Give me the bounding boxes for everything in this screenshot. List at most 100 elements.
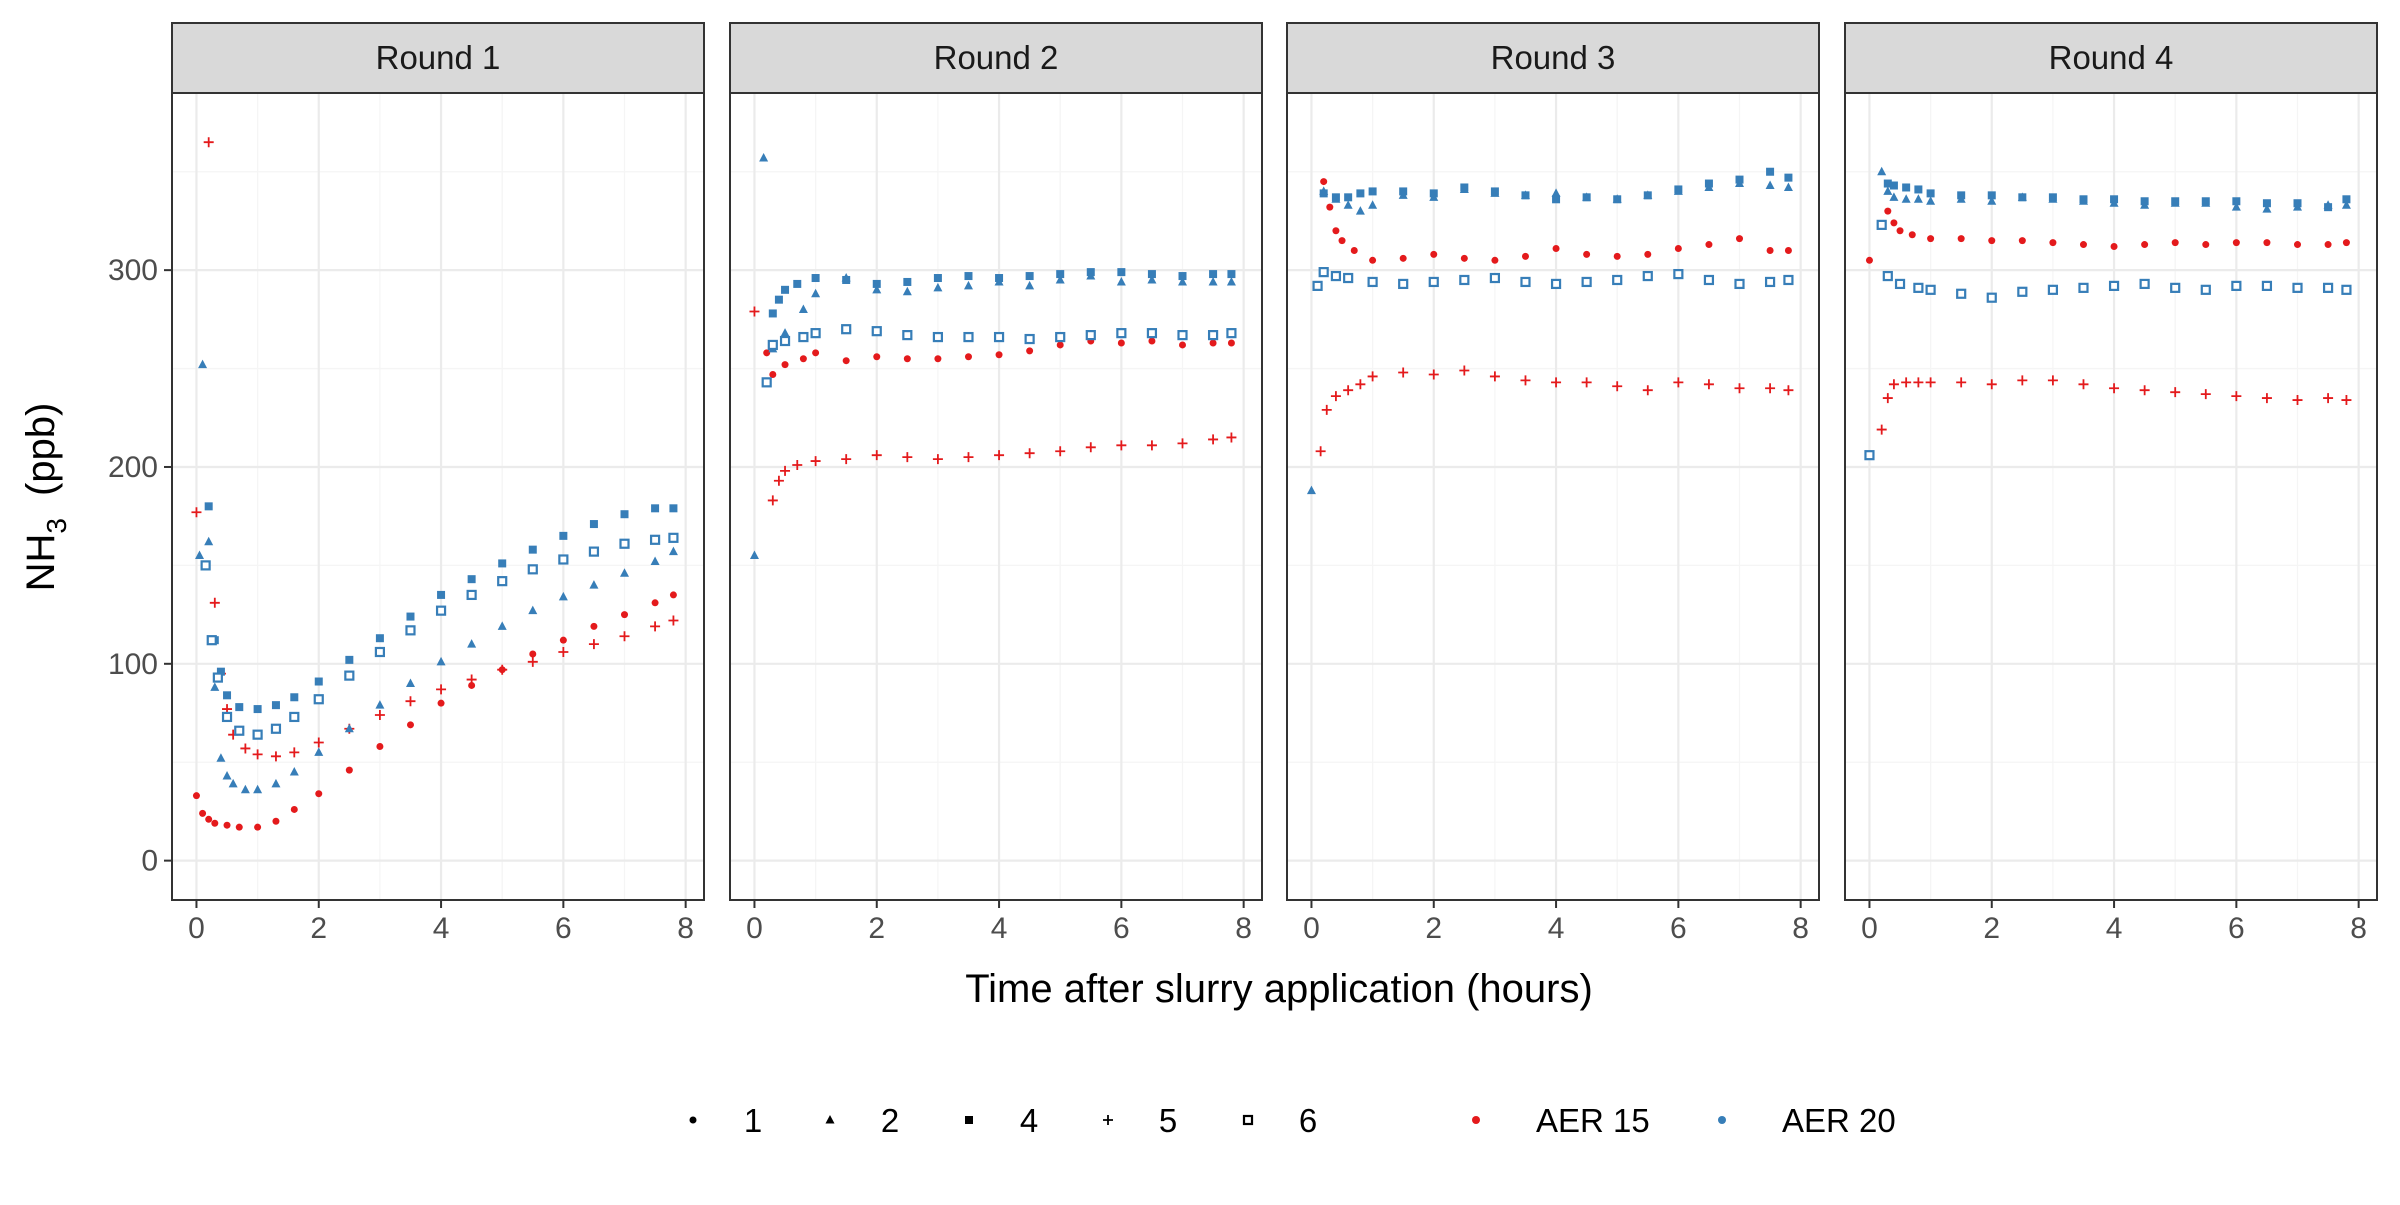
data-point [780,465,791,476]
data-point [1988,237,1996,245]
data-point [2047,284,2059,295]
data-point [2324,241,2332,249]
data-point [252,729,263,740]
legend-key-shape-5 [1103,1115,1113,1125]
legend-item-aer-20: AER 20 [1718,1102,1896,1139]
data-point [240,743,251,754]
x-tick-label: 2 [1983,912,2000,945]
legend-label: 5 [1159,1102,1177,1139]
data-point [1902,183,1911,192]
legend-label: 2 [881,1102,899,1139]
data-point [761,377,772,388]
data-point [841,454,852,465]
data-point [234,725,245,736]
data-point [774,295,783,304]
data-point [668,546,678,556]
data-point [2341,284,2352,295]
data-point [252,749,263,760]
data-point [1925,377,1936,388]
data-point [1890,219,1898,227]
data-point [375,700,385,709]
data-point [934,355,942,363]
x-tick-label: 0 [746,912,763,945]
data-point [2342,239,2350,247]
data-point [559,636,567,644]
data-point [1956,377,1967,388]
data-point [1876,424,1887,435]
data-point [2231,391,2242,402]
data-point [2294,241,2302,249]
data-point [1460,254,1468,262]
x-tick-label: 4 [2106,912,2123,945]
data-point [1178,276,1188,286]
data-point [2141,241,2149,249]
data-point [559,531,568,540]
data-point [497,576,508,587]
y-axis-title-subscript: 3 [41,518,72,534]
data-point [1085,330,1096,341]
data-point [1987,191,1996,200]
data-point [1331,193,1340,202]
series-aer-20-shape-4 [1319,167,1793,204]
data-point [270,751,281,762]
data-point [903,277,912,286]
data-point [270,723,282,734]
data-point [1460,183,1469,192]
data-point [1987,196,1997,205]
data-point [376,742,384,750]
data-point [2342,195,2351,204]
series-aer-15-shape-5 [1876,375,2352,435]
data-point [1986,292,1997,303]
data-point [198,359,208,369]
data-point [1343,272,1354,284]
x-tick-label: 4 [433,912,450,945]
data-point [437,590,446,599]
data-point [1026,347,1034,355]
y-tick-label: 100 [108,648,158,681]
data-point [497,621,507,630]
data-point [619,631,630,642]
data-point [872,284,882,294]
data-point [1894,278,1906,290]
data-point [235,823,243,831]
data-point [221,711,233,723]
data-point [1085,442,1096,453]
data-point [932,454,943,465]
data-point [2231,280,2242,291]
data-point [1766,167,1775,176]
legend-label: 6 [1299,1102,1317,1139]
data-point [1489,272,1501,284]
legend-label: 1 [744,1102,762,1139]
data-point [405,625,416,636]
data-point [289,767,299,776]
data-point [290,693,299,702]
facet-strip-label: Round 2 [934,39,1059,76]
facet-panel-round-2: Round 2 0 2 4 6 8 [729,22,1263,945]
data-point [2232,197,2241,206]
data-point [1864,450,1875,461]
y-tick-label: 300 [108,254,158,287]
data-point [271,778,281,788]
data-point [1306,485,1316,495]
data-point [841,324,852,335]
data-point [932,331,944,343]
data-point [212,672,223,683]
legend: 1 2 4 5 6 AER 15 AER 20 [689,1102,1896,1139]
data-point [1056,341,1064,349]
data-point [933,274,942,283]
data-point [1178,272,1187,281]
data-point [558,646,569,657]
data-point [206,635,217,646]
data-point [650,556,660,565]
data-point [871,450,882,461]
data-point [2262,199,2271,208]
data-point [1179,341,1187,349]
data-point [1355,206,1365,215]
data-point [529,650,537,658]
data-point [589,520,598,529]
data-point [1207,330,1219,341]
data-point [199,809,207,817]
data-point [2202,241,2210,249]
data-point [204,502,213,511]
data-point [1343,200,1353,209]
